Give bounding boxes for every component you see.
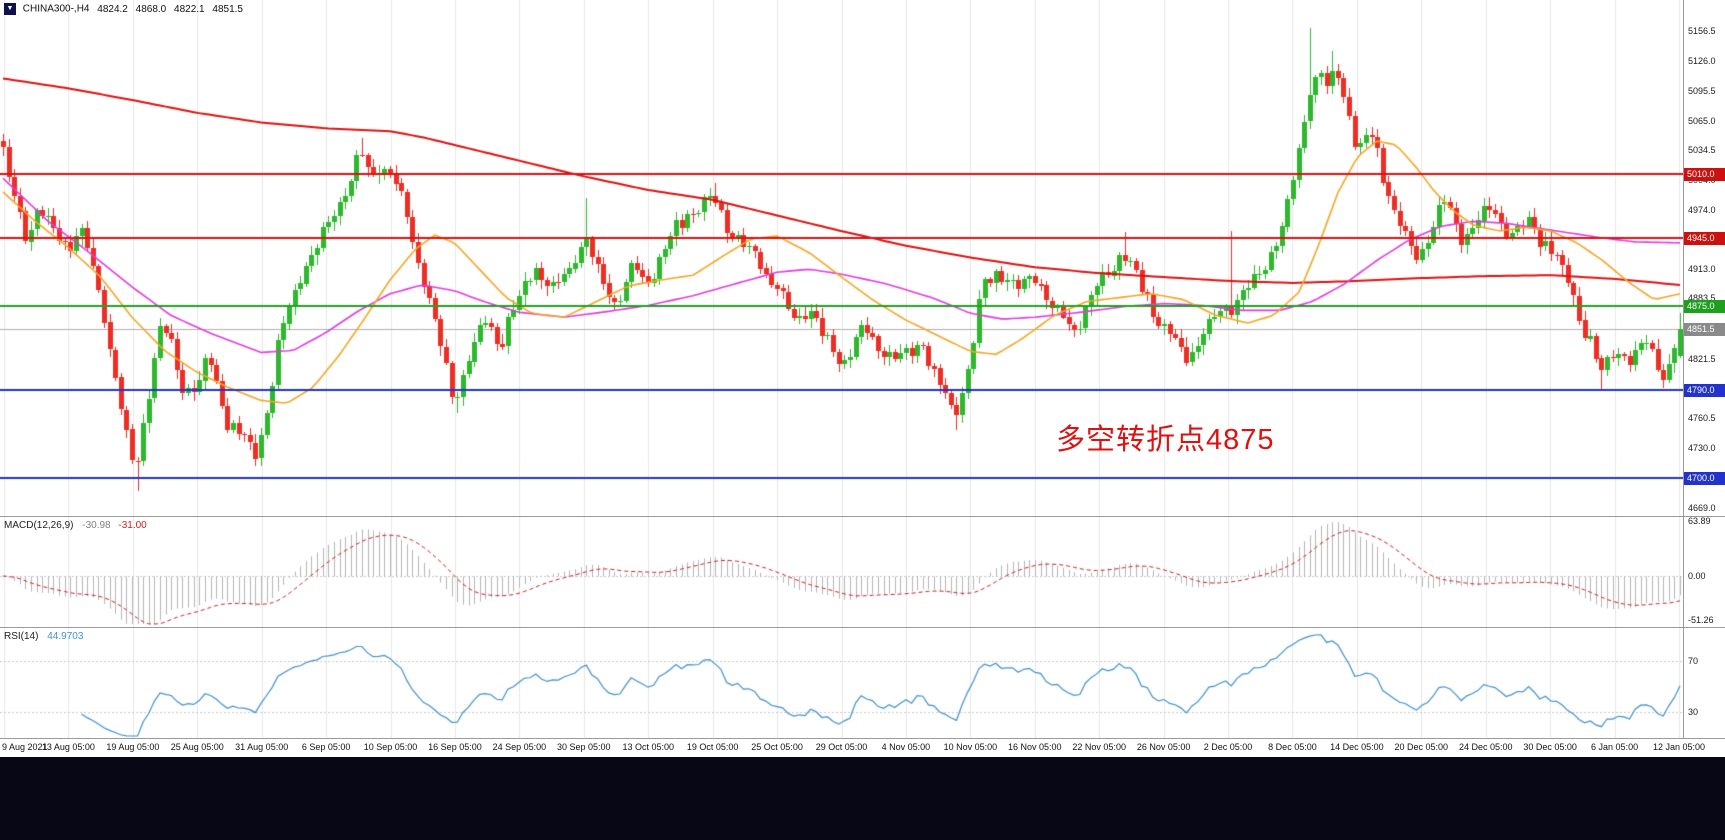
time-label: 14 Dec 05:00 — [1330, 742, 1384, 752]
symbol-marker-icon: ▼ — [4, 3, 16, 15]
open-value: 4824.2 — [97, 3, 128, 15]
price-axis-label: 5034.5 — [1688, 145, 1716, 156]
price-axis-label: 5126.0 — [1688, 55, 1716, 66]
price-badge: 4790.0 — [1684, 383, 1725, 397]
price-axis-label: 4913.0 — [1688, 264, 1716, 275]
price-badge: 4945.0 — [1684, 231, 1725, 245]
time-label: 26 Nov 05:00 — [1136, 742, 1191, 752]
price-axis-label: 4883.5 — [1688, 293, 1716, 304]
rsi-axis-label: 70 — [1688, 656, 1699, 666]
macd-signal-value: -31.00 — [118, 520, 147, 531]
time-label: 25 Oct 05:00 — [751, 742, 803, 752]
macd-title: MACD(12,26,9) — [4, 520, 74, 531]
time-label: 29 Oct 05:00 — [815, 742, 868, 752]
macd-main-value: -30.98 — [82, 520, 111, 531]
rsi-panel-canvas[interactable] — [0, 628, 1683, 738]
time-label: 12 Jan 05:00 — [1652, 742, 1706, 752]
time-label: 24 Dec 05:00 — [1458, 742, 1513, 752]
rsi-axis-label: 30 — [1688, 707, 1699, 717]
macd-axis-label: 0.00 — [1688, 571, 1706, 581]
macd-axis-label: -51.26 — [1688, 615, 1714, 626]
time-label: 10 Nov 05:00 — [943, 742, 998, 752]
ohlc-info-bar: ▼ CHINA300-,H4 4824.2 4868.0 4822.1 4851… — [4, 3, 243, 15]
symbol-period-label: CHINA300-,H4 — [22, 3, 90, 15]
trend-annotation: 多空转折点4875 — [1056, 424, 1275, 456]
time-label: 10 Sep 05:00 — [363, 742, 418, 752]
time-label: 30 Dec 05:00 — [1523, 742, 1577, 752]
price-axis-label: 5156.5 — [1688, 26, 1716, 36]
time-label: 6 Jan 05:00 — [1591, 742, 1639, 752]
high-value: 4868.0 — [135, 3, 167, 15]
price-badge: 4700.0 — [1684, 471, 1725, 485]
time-axis[interactable]: 9 Aug 2021 13 Aug 05:00 19 Aug 05:00 25 Aug… — [0, 739, 1725, 757]
macd-axis-label: 63.89 — [1688, 516, 1711, 526]
price-axis-label: 5065.0 — [1688, 115, 1716, 126]
price-badge: 5010.0 — [1684, 168, 1725, 182]
price-axis-label: 4974.0 — [1688, 204, 1716, 215]
time-label: 30 Sep 05:00 — [557, 742, 611, 752]
time-label: 4 Nov 05:00 — [881, 742, 931, 752]
time-label: 2 Dec 05:00 — [1203, 742, 1253, 752]
time-label: 22 Nov 05:00 — [1072, 742, 1126, 752]
price-axis-label: 5095.5 — [1688, 85, 1716, 96]
close-value: 4851.5 — [212, 3, 243, 15]
time-label: 31 Aug 05:00 — [235, 742, 289, 752]
rsi-value: 44.9703 — [47, 631, 84, 642]
time-label: 13 Oct 05:00 — [622, 742, 674, 752]
panel-separator[interactable] — [0, 516, 1725, 517]
rsi-title: RSI(14) — [4, 631, 39, 642]
time-label: 6 Sep 05:00 — [301, 742, 351, 752]
time-label: 16 Sep 05:00 — [428, 742, 482, 752]
price-badge: 4851.5 — [1684, 323, 1725, 337]
price-axis-label: 4821.5 — [1688, 353, 1716, 364]
rsi-label: RSI(14) 44.9703 — [4, 631, 83, 642]
price-axis-label: 4760.5 — [1688, 413, 1716, 424]
time-label: 9 Aug 2021 — [2, 742, 48, 752]
time-label: 8 Dec 05:00 — [1268, 742, 1317, 752]
time-label: 24 Sep 05:00 — [492, 742, 547, 752]
price-axis-label: 4669.0 — [1688, 503, 1716, 513]
time-label: 19 Oct 05:00 — [686, 742, 739, 752]
price-badge: 4875.0 — [1684, 300, 1725, 314]
time-label: 16 Nov 05:00 — [1007, 742, 1062, 752]
time-label: 19 Aug 05:00 — [106, 742, 160, 752]
low-value: 4822.1 — [174, 3, 205, 15]
bottom-strip — [0, 757, 1725, 840]
time-label: 20 Dec 05:00 — [1394, 742, 1449, 752]
panel-separator[interactable] — [0, 738, 1725, 739]
price-axis[interactable]: 5156.55126.05095.55065.05034.55004.04974… — [1683, 0, 1725, 738]
panel-separator[interactable] — [0, 627, 1725, 628]
macd-panel-canvas[interactable] — [0, 517, 1683, 627]
time-label: 13 Aug 05:00 — [41, 742, 95, 752]
main-chart-canvas[interactable] — [0, 0, 1683, 516]
time-label: 25 Aug 05:00 — [170, 742, 224, 752]
macd-label: MACD(12,26,9) -30.98 -31.00 — [4, 520, 147, 531]
price-axis-label: 4730.0 — [1688, 443, 1716, 454]
